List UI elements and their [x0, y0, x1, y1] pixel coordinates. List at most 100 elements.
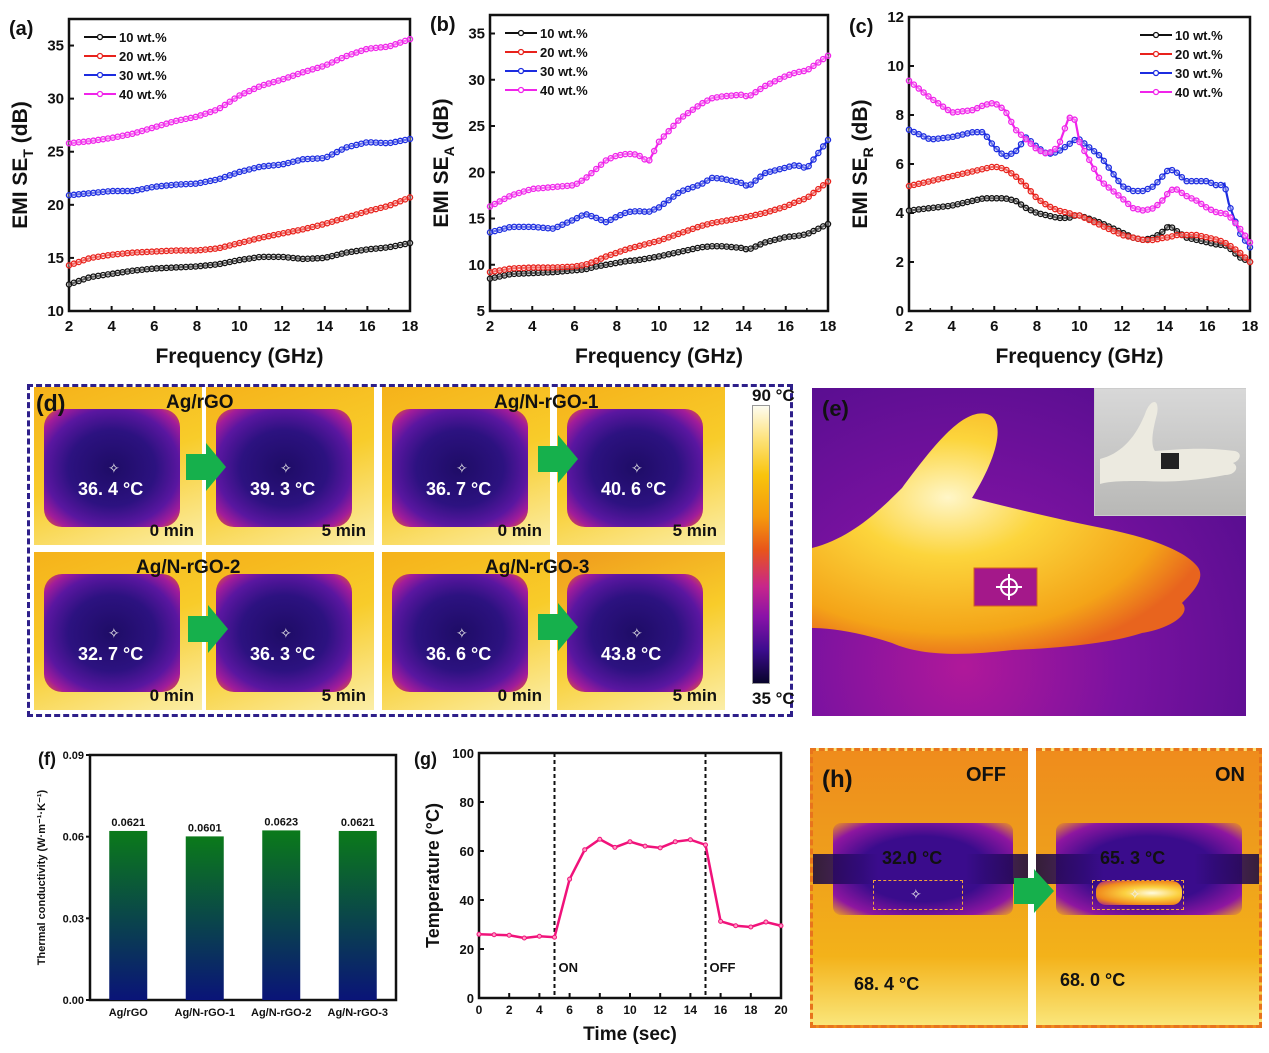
sample-cold-region — [392, 409, 528, 527]
x-tick-label: 0 — [476, 1003, 483, 1017]
legend-marker — [96, 90, 104, 98]
legend-marker — [96, 71, 104, 79]
data-point — [998, 104, 1005, 112]
legend-label: 10 wt.% — [119, 30, 167, 45]
sample-name: Ag/rGO — [166, 392, 234, 413]
data-point — [1222, 210, 1229, 217]
legend-label: 20 wt.% — [540, 45, 588, 60]
data-point — [328, 151, 336, 158]
data-point — [925, 93, 932, 100]
x-axis-label: Frequency (GHz) — [575, 345, 743, 368]
data-point — [675, 117, 682, 124]
x-tick-label: 12 — [693, 318, 710, 335]
bar — [338, 830, 377, 1000]
y-tick-label: 6 — [896, 156, 904, 173]
sample-name: Ag/N-rGO-2 — [136, 557, 241, 578]
data-point — [998, 150, 1005, 157]
legend-label: 40 wt.% — [540, 83, 588, 98]
x-category-label: Ag/N-rGO-3 — [328, 1007, 389, 1019]
arrow-right-icon-head — [558, 435, 578, 483]
spot-temperature: 40. 6 °C — [601, 479, 667, 499]
data-point — [824, 178, 832, 185]
data-point — [1061, 143, 1069, 151]
data-point — [655, 138, 663, 145]
y-tick-label: 15 — [47, 250, 64, 267]
data-point — [1222, 185, 1229, 193]
y-tick-label: 10 — [47, 303, 64, 320]
data-point — [983, 133, 991, 141]
x-tick-label: 2 — [506, 1003, 513, 1017]
data-point — [406, 194, 414, 201]
time-label: 5 min — [321, 686, 366, 705]
data-point — [699, 99, 706, 107]
data-point — [1071, 116, 1078, 123]
data-point — [1095, 151, 1103, 159]
temperature-line — [478, 837, 782, 940]
data-point — [815, 59, 822, 66]
x-tick-label: 10 — [1071, 318, 1088, 335]
data-point — [1003, 109, 1010, 117]
x-tick-label: 10 — [651, 318, 668, 335]
data-point — [915, 85, 922, 92]
time-label: 5 min — [672, 521, 717, 540]
data-point — [978, 128, 986, 136]
x-tick-label: 18 — [820, 318, 837, 335]
panel-d-thermal-images — [27, 384, 793, 717]
data-point — [1227, 242, 1234, 250]
arrow-right-icon-head — [558, 603, 578, 651]
time-label: 0 min — [149, 521, 194, 540]
state-on-label: ON — [1215, 764, 1245, 786]
legend-marker — [1152, 69, 1160, 77]
legend-label: 30 wt.% — [540, 64, 588, 79]
measure-box — [1092, 880, 1184, 910]
panel-e-glove-thermal: (e) — [812, 388, 1246, 716]
series-line-30wt — [68, 137, 411, 197]
data-point — [657, 845, 663, 851]
crosshair-icon: ✧ — [1129, 886, 1141, 902]
colorbar-min-label: 35 °C — [752, 689, 795, 708]
data-point — [905, 77, 913, 84]
y-tick-label: 0.09 — [63, 750, 84, 762]
data-point — [1202, 204, 1210, 211]
switch-marker-label: ON — [559, 960, 579, 975]
sample-cold-region — [216, 409, 352, 527]
data-point — [988, 140, 996, 147]
data-point — [993, 145, 1000, 153]
panel-d-label: (d) — [36, 390, 66, 416]
data-point — [597, 161, 605, 168]
x-tick-label: 2 — [486, 318, 494, 335]
arrow-right-icon — [538, 614, 560, 640]
data-point — [1115, 177, 1122, 185]
data-point — [1124, 200, 1132, 208]
data-point — [1012, 127, 1020, 134]
sample-name: Ag/N-rGO-3 — [485, 557, 590, 578]
legend-marker — [96, 52, 104, 60]
measure-box — [873, 880, 963, 910]
arrow-right-icon — [1014, 878, 1034, 904]
y-tick-label: 8 — [896, 107, 904, 124]
y-tick-label: 25 — [468, 118, 485, 135]
data-point — [521, 935, 527, 941]
spot-temperature: 32. 7 °C — [78, 644, 144, 664]
y-tick-label: 20 — [47, 197, 64, 214]
plot-frame — [477, 751, 783, 1000]
data-point — [1017, 201, 1025, 208]
hot-spot — [1096, 881, 1182, 905]
data-point — [612, 844, 618, 850]
data-point — [1159, 197, 1166, 204]
data-point — [597, 836, 603, 842]
data-point — [1232, 219, 1239, 227]
x-tick-label: 14 — [316, 318, 333, 335]
data-point — [1008, 150, 1015, 157]
crosshair-icon: ✧ — [631, 625, 643, 641]
panel-label: (c) — [849, 16, 873, 38]
y-tick-label: 0 — [896, 303, 904, 320]
data-point — [592, 165, 600, 173]
data-point — [491, 200, 499, 208]
data-point — [1076, 138, 1083, 146]
x-tick-label: 16 — [714, 1003, 728, 1017]
legend-marker — [517, 48, 525, 56]
data-point — [687, 837, 693, 843]
data-point — [1085, 144, 1093, 151]
legend-marker — [517, 29, 525, 37]
